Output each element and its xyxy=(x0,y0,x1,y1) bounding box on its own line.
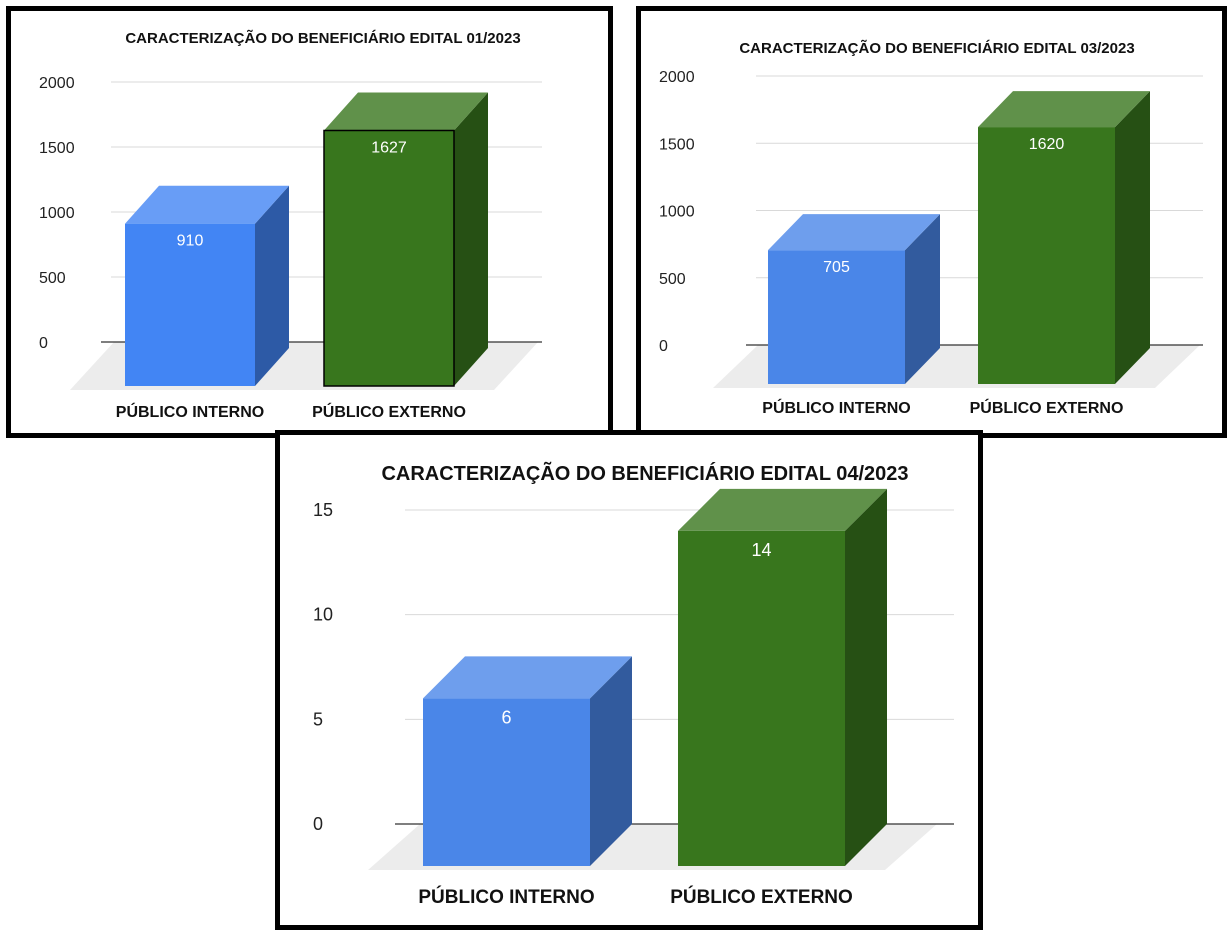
bar-2 xyxy=(978,127,1115,385)
bar-side-1 xyxy=(905,214,940,384)
y-tick-label: 1500 xyxy=(39,140,75,157)
bar-1 xyxy=(768,250,905,384)
bar-top-2 xyxy=(978,91,1150,128)
bar-side-1 xyxy=(255,185,289,386)
chart-edital-03: 0 500 1000 1500 2000 705 PÚBLICO INTERNO 1620 PÚ… xyxy=(659,39,1203,417)
bar-top-1 xyxy=(125,185,289,224)
bar-top-2 xyxy=(678,488,887,531)
bar-value-label: 910 xyxy=(177,233,204,250)
y-tick-label: 0 xyxy=(313,814,323,834)
y-tick-label: 1000 xyxy=(39,205,75,222)
y-tick-label: 5 xyxy=(313,709,323,729)
y-tick-label: 0 xyxy=(39,335,48,352)
bar-top-2 xyxy=(324,92,488,131)
chart-title: CARACTERIZAÇÃO DO BENEFICIÁRIO EDITAL 03… xyxy=(739,39,1134,57)
y-tick-label: 0 xyxy=(659,338,668,355)
bar-value-label: 14 xyxy=(751,540,771,560)
x-category-label: PÚBLICO EXTERNO xyxy=(970,398,1124,417)
x-category-label: PÚBLICO EXTERNO xyxy=(312,402,466,421)
y-tick-label: 500 xyxy=(39,270,66,287)
bar-value-label: 6 xyxy=(501,707,511,727)
y-tick-label: 2000 xyxy=(659,69,695,86)
bar-side-2 xyxy=(454,92,488,387)
y-tick-label: 1000 xyxy=(659,204,695,221)
bar-top-1 xyxy=(423,656,632,699)
bar-side-1 xyxy=(590,656,632,866)
bar-2 xyxy=(678,530,845,866)
bar-side-2 xyxy=(845,488,887,866)
chart-panel-edital-04: 0 5 10 15 6 PÚBLICO INTERNO 14 PÚBLICO EXTERNO C… xyxy=(275,430,983,930)
x-category-label: PÚBLICO INTERNO xyxy=(762,398,910,417)
chart-panel-edital-03: 0 500 1000 1500 2000 705 PÚBLICO INTERNO 1620 PÚ… xyxy=(636,6,1227,438)
chart-title: CARACTERIZAÇÃO DO BENEFICIÁRIO EDITAL 01… xyxy=(125,29,520,47)
chart-title: CARACTERIZAÇÃO DO BENEFICIÁRIO EDITAL 04… xyxy=(381,462,908,485)
x-category-label: PÚBLICO INTERNO xyxy=(116,402,264,421)
bar-value-label: 1627 xyxy=(371,139,407,156)
bar-value-label: 1620 xyxy=(1029,136,1065,153)
chart-edital-01: 0 500 1000 1500 2000 910 PÚBLICO INTERNO 1627 PÚ… xyxy=(39,29,542,421)
x-category-label: PÚBLICO INTERNO xyxy=(418,886,594,908)
x-category-label: PÚBLICO EXTERNO xyxy=(670,886,853,908)
y-tick-label: 2000 xyxy=(39,75,75,92)
chart-edital-04: 0 5 10 15 6 PÚBLICO INTERNO 14 PÚBLICO EXTERNO C… xyxy=(313,462,954,908)
bar-top-1 xyxy=(768,214,940,251)
y-tick-label: 15 xyxy=(313,500,333,520)
bar-side-2 xyxy=(1115,91,1150,385)
bar-2 xyxy=(323,129,455,387)
y-tick-label: 500 xyxy=(659,271,686,288)
y-tick-label: 1500 xyxy=(659,136,695,153)
chart-panel-edital-01: 0 500 1000 1500 2000 910 PÚBLICO INTERNO 1627 PÚ… xyxy=(6,6,613,438)
y-tick-label: 10 xyxy=(313,605,333,625)
bar-value-label: 705 xyxy=(823,259,850,276)
bar-1 xyxy=(423,698,590,866)
bar-1 xyxy=(125,223,255,386)
